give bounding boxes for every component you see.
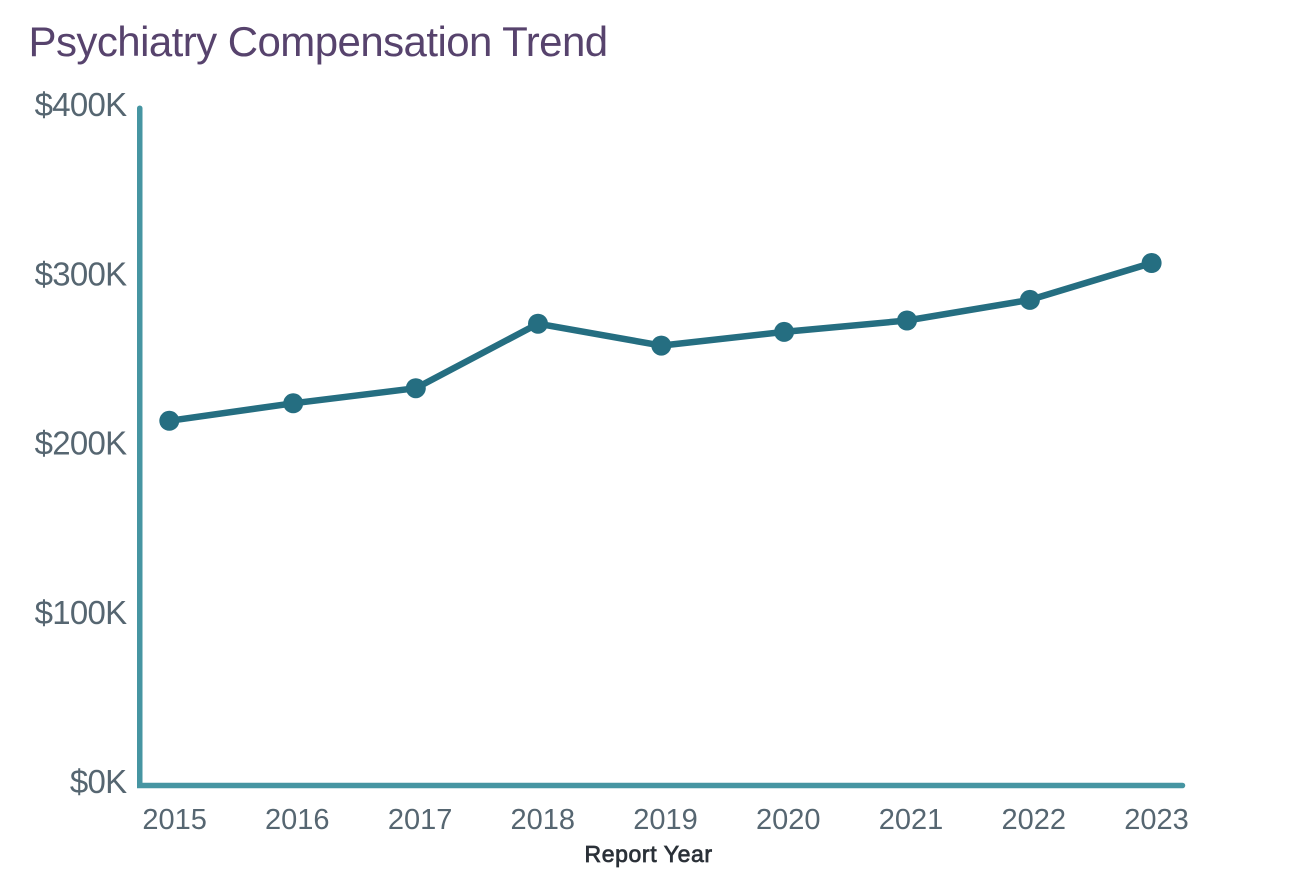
svg-text:$100K: $100K <box>35 594 128 631</box>
svg-text:2017: 2017 <box>388 804 453 836</box>
svg-text:2019: 2019 <box>633 804 698 836</box>
svg-text:2015: 2015 <box>142 804 207 836</box>
svg-text:2023: 2023 <box>1124 804 1189 836</box>
svg-text:$300K: $300K <box>35 255 128 292</box>
svg-text:2021: 2021 <box>879 804 944 836</box>
svg-text:Report Year: Report Year <box>585 841 713 867</box>
svg-text:$400K: $400K <box>35 86 128 123</box>
svg-text:$0K: $0K <box>70 763 127 800</box>
svg-text:2018: 2018 <box>511 804 576 836</box>
svg-text:$200K: $200K <box>35 425 128 462</box>
svg-text:2020: 2020 <box>756 804 821 836</box>
svg-text:Psychiatry Compensation Trend: Psychiatry Compensation Trend <box>29 18 608 65</box>
svg-text:2022: 2022 <box>1002 804 1067 836</box>
svg-text:2016: 2016 <box>265 804 330 836</box>
